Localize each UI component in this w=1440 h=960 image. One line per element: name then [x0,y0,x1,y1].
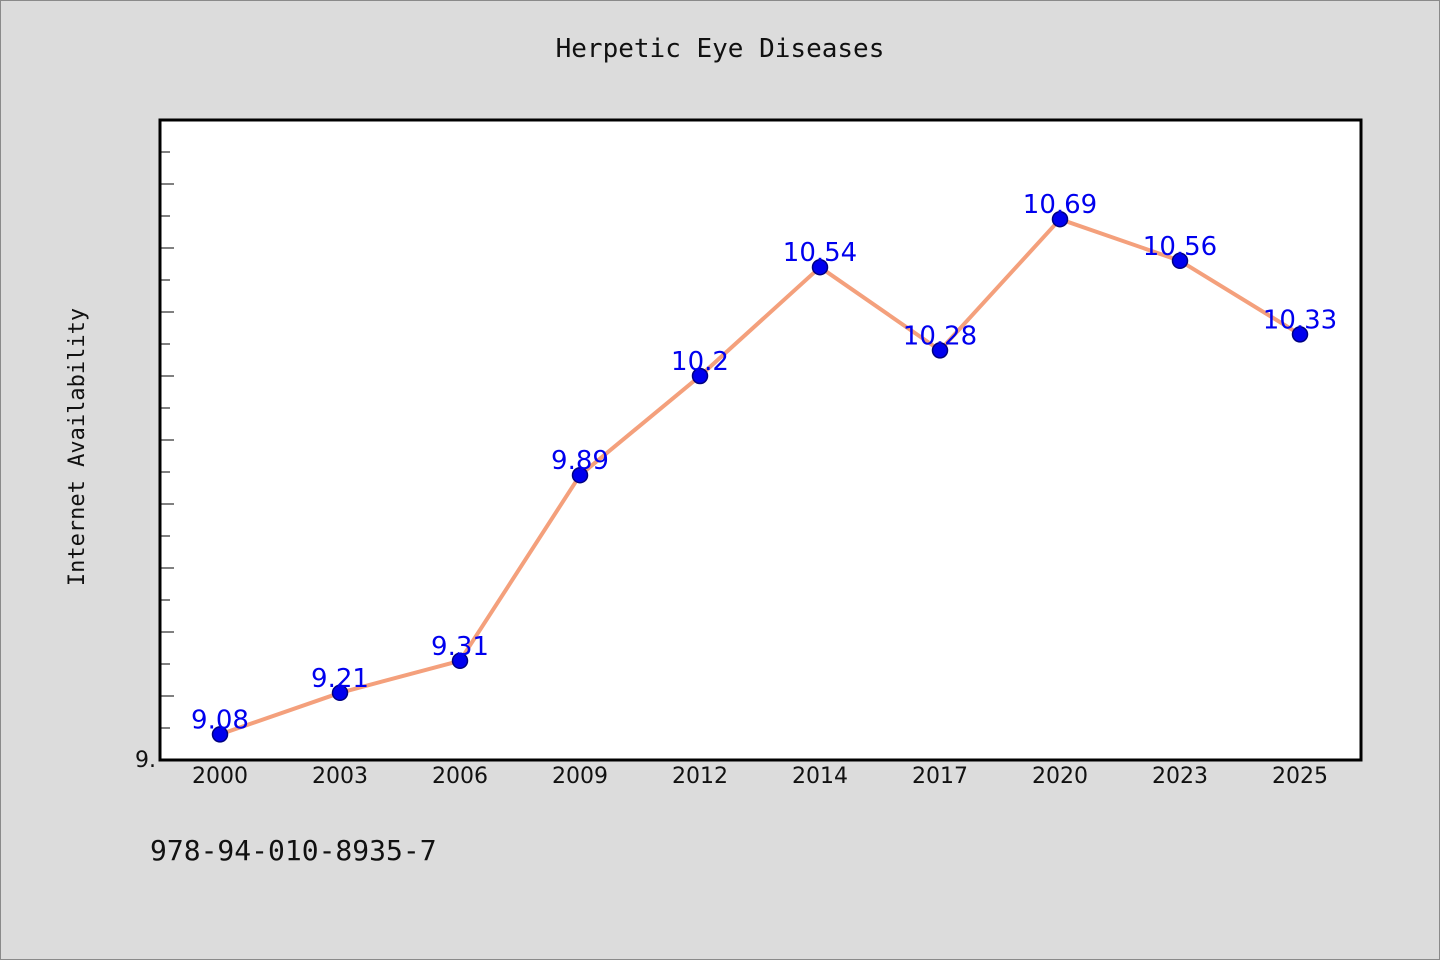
data-label: 10.54 [783,238,857,268]
data-label: 10.69 [1023,190,1097,220]
data-label: 9.08 [191,705,249,735]
data-point [1171,252,1189,270]
plot-background [158,118,1363,762]
data-point [331,684,349,702]
data-point [211,726,229,743]
data-point [1051,210,1069,228]
data-label: 10.28 [903,321,977,351]
plot-area: 9. 2000 2003 2006 2009 2012 2014 2017 2020 2023 20… [65,118,1363,789]
x-tick-label: 2006 [432,764,488,789]
data-label: 9.89 [551,446,609,476]
data-label: 9.21 [311,664,369,694]
x-tick-label: 2023 [1152,764,1208,789]
data-point [571,466,589,484]
data-point [931,342,949,359]
data-label: 9.31 [431,632,489,662]
series-line [218,217,1302,737]
x-tick-label: 2025 [1272,764,1328,789]
x-tick-label: 2000 [192,764,248,789]
x-tick-label: 2020 [1032,764,1088,789]
data-label: 10.33 [1263,305,1337,335]
isbn-label: 978-94-010-8935-7 [150,834,437,867]
data-point [1291,326,1309,343]
x-tick-label: 2009 [552,764,608,789]
x-tick-label: 2003 [312,764,368,789]
x-tick-label: 2012 [672,764,728,789]
data-point [811,258,829,276]
x-tick-label: 2017 [912,764,968,789]
data-point [451,652,469,670]
y-tick-label: 9. [135,748,156,773]
data-point [691,367,709,385]
x-tick-label: 2014 [792,764,848,789]
data-label: 10.2 [671,347,729,377]
y-axis-label: Internet Availability [65,308,90,586]
chart-title: Herpetic Eye Diseases [555,34,885,64]
data-label: 10.56 [1143,232,1217,262]
